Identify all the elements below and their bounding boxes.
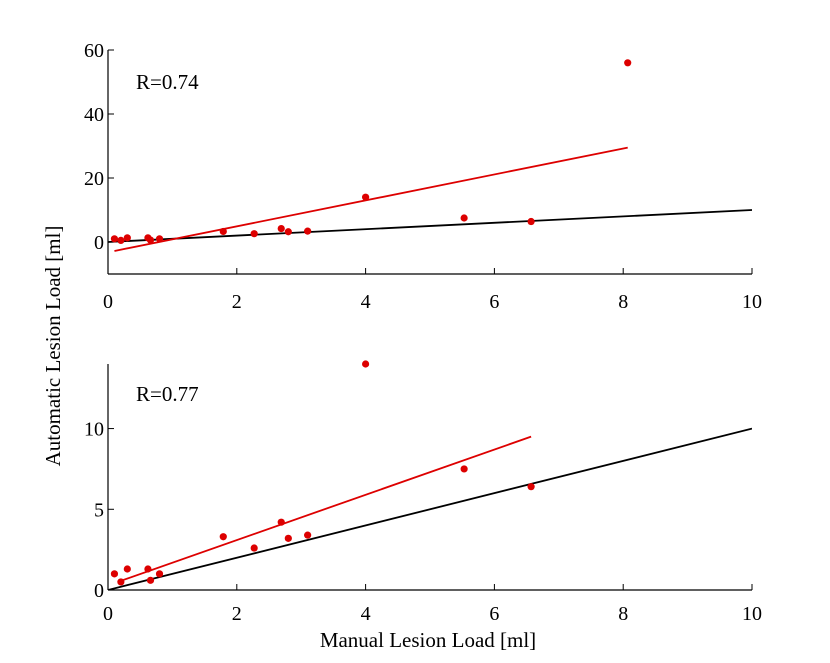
y-tick-label: 20: [84, 168, 104, 190]
data-point: [155, 570, 164, 578]
y-tick-label: 0: [94, 232, 104, 254]
x-tick-label: 8: [618, 603, 628, 625]
y-tick-label: 40: [84, 104, 104, 126]
data-point: [146, 236, 155, 244]
x-tick-label: 4: [361, 291, 371, 313]
x-tick-label: 4: [361, 603, 371, 625]
data-point: [527, 483, 535, 491]
data-point: [460, 214, 468, 222]
data-point: [219, 533, 227, 541]
data-point: [362, 193, 370, 201]
data-point: [117, 578, 125, 586]
data-point: [304, 227, 312, 235]
y-tick-label: 10: [84, 419, 104, 441]
identity-line: [108, 427, 752, 590]
top-scatter-panel: 0 2 4 6 8 10 0 20 40 60 R=0.74: [84, 40, 762, 313]
data-point: [250, 544, 258, 552]
identity-line: [108, 209, 752, 243]
regression-line: [117, 435, 532, 583]
data-point: [144, 565, 152, 573]
x-tick-label: 10: [742, 291, 762, 313]
bottom-scatter-panel: 0 2 4 6 8 10 0 5 10 R=0.77: [84, 360, 762, 625]
data-point: [123, 565, 131, 573]
regression-line: [114, 146, 628, 252]
x-tick-label: 0: [103, 291, 113, 313]
x-tick-label: 2: [232, 291, 242, 313]
data-point: [277, 224, 285, 233]
data-point: [284, 534, 292, 542]
data-point: [284, 228, 292, 236]
y-axis-label: Automatic Lesion Load [ml]: [41, 226, 65, 467]
x-axis-label: Manual Lesion Load [ml]: [320, 628, 536, 652]
data-point: [123, 234, 131, 242]
x-tick-label: 0: [103, 603, 113, 625]
data-point: [219, 227, 227, 236]
data-point: [460, 465, 468, 473]
data-point: [277, 518, 285, 526]
correlation-annotation: R=0.74: [136, 70, 199, 94]
y-tick-label: 5: [94, 499, 104, 521]
data-point: [117, 236, 125, 244]
x-tick-label: 6: [489, 291, 499, 313]
x-tick-label: 10: [742, 603, 762, 625]
y-tick-label: 60: [84, 40, 104, 62]
data-point: [146, 576, 155, 584]
data-point: [110, 235, 119, 243]
data-point: [250, 230, 258, 238]
y-tick-label: 0: [94, 580, 104, 602]
x-tick-label: 8: [618, 291, 628, 313]
x-tick-label: 2: [232, 603, 242, 625]
data-point: [155, 235, 164, 243]
x-tick-label: 6: [489, 603, 499, 625]
data-point: [362, 360, 370, 368]
data-point: [110, 570, 119, 578]
correlation-annotation: R=0.77: [136, 382, 199, 406]
data-point: [304, 531, 312, 539]
data-point: [527, 217, 535, 226]
data-point: [624, 59, 632, 67]
